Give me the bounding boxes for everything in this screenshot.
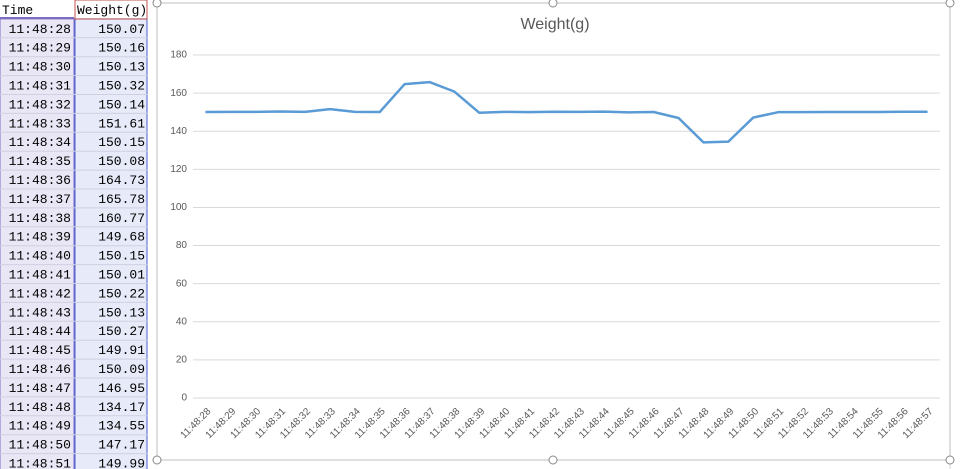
- chart-area[interactable]: [156, 2, 951, 461]
- column-a-selection: [0, 18, 75, 469]
- cell: 134.17: [98, 400, 145, 415]
- resize-handle[interactable]: [152, 455, 162, 465]
- y-tick-label: 80: [176, 240, 188, 251]
- cell: 11:48:44: [9, 324, 72, 339]
- cell: 11:48:39: [9, 230, 71, 245]
- resize-handle[interactable]: [152, 0, 162, 8]
- cell: 150.13: [98, 305, 145, 320]
- y-tick-label: 140: [170, 126, 187, 137]
- cell: 11:48:48: [9, 400, 71, 415]
- cell: 150.01: [98, 267, 145, 282]
- y-tick-label: 60: [176, 278, 188, 289]
- cell: 150.15: [98, 249, 145, 264]
- column-header: Time: [2, 3, 33, 18]
- cell: 147.17: [98, 438, 145, 453]
- cell: 150.13: [98, 60, 145, 75]
- resize-handle[interactable]: [945, 455, 955, 465]
- cell: 11:48:31: [9, 78, 72, 93]
- table: Time Weight(g) 11:48:28 150.07 11:48:29 150.1…: [0, 0, 148, 469]
- cell: 11:48:40: [9, 249, 71, 264]
- cell: 164.73: [98, 173, 145, 188]
- cell: 11:48:35: [9, 154, 71, 169]
- cell: 11:48:38: [9, 211, 71, 226]
- cell: 11:48:30: [9, 60, 71, 75]
- header-a-border: [0, 17, 74, 19]
- cell: 11:48:28: [9, 22, 71, 37]
- resize-handle[interactable]: [945, 0, 955, 8]
- header-b-border: [74, 0, 148, 20]
- y-tick-label: 0: [181, 393, 187, 404]
- cell: 11:48:29: [9, 41, 71, 56]
- cell: 11:48:43: [9, 305, 71, 320]
- cell: 11:48:34: [9, 135, 72, 150]
- cell: 11:48:45: [9, 343, 71, 358]
- resize-handle[interactable]: [548, 0, 558, 8]
- cell: 11:48:51: [9, 456, 72, 469]
- cell: 150.27: [98, 324, 145, 339]
- y-tick-label: 120: [170, 164, 187, 175]
- cell: 146.95: [98, 381, 145, 396]
- cell: 134.55: [98, 419, 145, 434]
- cell: 165.78: [98, 192, 145, 207]
- y-tick-label: 180: [170, 50, 187, 61]
- cell: 149.91: [98, 343, 145, 358]
- cell: 149.68: [98, 230, 145, 245]
- column-b-selection: [74, 18, 148, 469]
- cell: 150.22: [98, 286, 145, 301]
- cell: 11:48:33: [9, 116, 71, 131]
- cell: 150.08: [98, 154, 145, 169]
- column-header: Weight(g): [77, 3, 147, 18]
- data-line: [205, 80, 928, 144]
- resize-handle[interactable]: [548, 455, 558, 465]
- cell: 11:48:47: [9, 381, 71, 396]
- chart-title: Weight(g): [520, 16, 589, 33]
- cell: 150.09: [98, 362, 145, 377]
- cell: 150.14: [98, 97, 145, 112]
- cell: 11:48:36: [9, 173, 71, 188]
- cell: 11:48:46: [9, 362, 71, 377]
- y-tick-label: 160: [170, 88, 187, 99]
- y-tick-label: 40: [176, 316, 188, 327]
- cell: 11:48:32: [9, 97, 71, 112]
- cell: 11:48:50: [9, 438, 71, 453]
- cell: 150.16: [98, 41, 145, 56]
- cell: 11:48:42: [9, 286, 71, 301]
- cell: 11:48:49: [9, 419, 71, 434]
- y-tick-label: 20: [176, 355, 188, 366]
- cell: 150.32: [98, 78, 145, 93]
- cell: 11:48:37: [9, 192, 71, 207]
- cell: 11:48:41: [9, 267, 72, 282]
- cell: 149.99: [98, 456, 145, 469]
- cell: 150.15: [98, 135, 145, 150]
- cell: 160.77: [98, 211, 145, 226]
- y-tick-label: 100: [170, 202, 187, 213]
- cell: 150.07: [98, 22, 145, 37]
- cell: 151.61: [98, 116, 145, 131]
